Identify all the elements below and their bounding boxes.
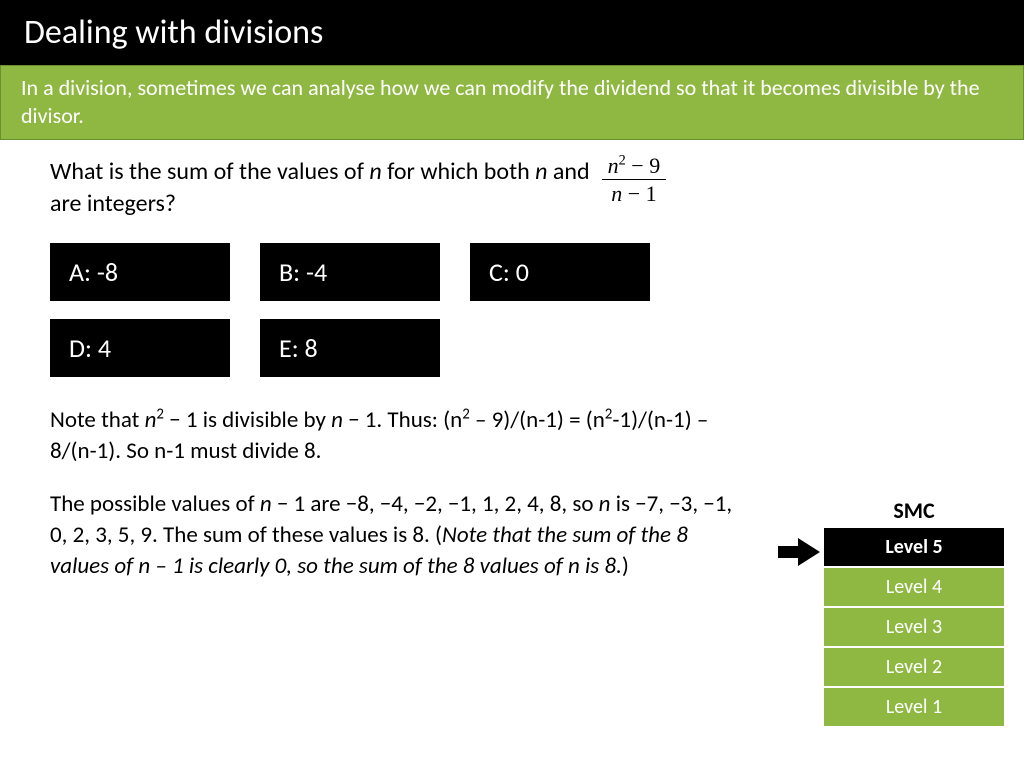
options-grid: A: -8 B: -4 C: 0 D: 4 E: 8 <box>50 243 730 377</box>
level-stack: Level 5 Level 4 Level 3 Level 2 Level 1 <box>824 528 1004 726</box>
ex-p1-f: – 9)/(n-1) = (n <box>470 406 605 434</box>
ex-p1-e: − 1. Thus: (n <box>343 406 462 434</box>
explanation-p2: The possible values of n − 1 are −8, −4,… <box>50 489 750 582</box>
fraction-numerator: n2 − 9 <box>602 154 667 180</box>
arrow-indicator-icon <box>778 538 820 566</box>
level-heading: SMC <box>824 497 1004 524</box>
level-5[interactable]: Level 5 <box>824 528 1004 566</box>
q-text-3: and <box>548 157 590 186</box>
ex-p1-c: − 1 is divisible by <box>164 406 331 434</box>
option-e-label: E: 8 <box>279 332 318 364</box>
option-b[interactable]: B: -4 <box>260 243 440 301</box>
ex-p2-g: ) <box>622 552 629 580</box>
q-var-n1: n <box>369 157 381 186</box>
level-3-label: Level 3 <box>886 615 942 639</box>
option-a-label: A: -8 <box>69 256 118 288</box>
option-c[interactable]: C: 0 <box>470 243 650 301</box>
q-line2: are integers? <box>50 189 176 218</box>
level-1-label: Level 1 <box>886 695 942 719</box>
question: What is the sum of the values of n for w… <box>50 156 974 221</box>
subtitle-bar: In a division, sometimes we can analyse … <box>0 65 1024 140</box>
ex-p1-d: n <box>331 406 343 434</box>
explanation-p1: Note that n2 − 1 is divisible by n − 1. … <box>50 405 750 467</box>
option-d-label: D: 4 <box>69 332 111 364</box>
level-5-label: Level 5 <box>885 535 942 559</box>
option-b-label: B: -4 <box>279 256 327 288</box>
option-a[interactable]: A: -8 <box>50 243 230 301</box>
question-text: What is the sum of the values of n for w… <box>50 156 590 221</box>
ex-p1-sq2: 2 <box>462 405 470 423</box>
option-e[interactable]: E: 8 <box>260 319 440 377</box>
ex-p2-a: The possible values of <box>50 490 260 518</box>
frac-den-rest: − 1 <box>622 181 656 206</box>
q-text-2: for which both <box>382 157 536 186</box>
explanation: Note that n2 − 1 is divisible by n − 1. … <box>50 405 750 582</box>
q-var-n2: n <box>535 157 547 186</box>
option-d[interactable]: D: 4 <box>50 319 230 377</box>
fraction-expression: n2 − 9 n − 1 <box>602 154 667 205</box>
level-4[interactable]: Level 4 <box>824 566 1004 606</box>
ex-p2-c: − 1 are −8, −4, −2, −1, 1, 2, 4, 8, so <box>272 490 599 518</box>
ex-p1-b: n <box>145 406 157 434</box>
level-3[interactable]: Level 3 <box>824 606 1004 646</box>
ex-p1-sq1: 2 <box>156 405 164 423</box>
level-box: SMC Level 5 Level 4 Level 3 Level 2 Leve… <box>824 497 1004 726</box>
ex-p1-a: Note that <box>50 406 145 434</box>
option-c-label: C: 0 <box>489 256 529 288</box>
page-title: Dealing with divisions <box>24 12 323 53</box>
fraction-denominator: n − 1 <box>605 180 662 205</box>
level-4-label: Level 4 <box>886 575 942 599</box>
frac-num-n: n <box>608 153 619 178</box>
subtitle-text: In a division, sometimes we can analyse … <box>21 74 980 129</box>
ex-p2-d: n <box>599 490 611 518</box>
level-1[interactable]: Level 1 <box>824 686 1004 726</box>
frac-den-n: n <box>611 181 622 206</box>
ex-p2-b: n <box>260 490 272 518</box>
title-bar: Dealing with divisions <box>0 0 1024 65</box>
level-2[interactable]: Level 2 <box>824 646 1004 686</box>
q-text-1: What is the sum of the values of <box>50 157 369 186</box>
frac-num-rest: − 9 <box>626 153 660 178</box>
level-2-label: Level 2 <box>886 655 942 679</box>
frac-num-sq: 2 <box>619 153 626 169</box>
